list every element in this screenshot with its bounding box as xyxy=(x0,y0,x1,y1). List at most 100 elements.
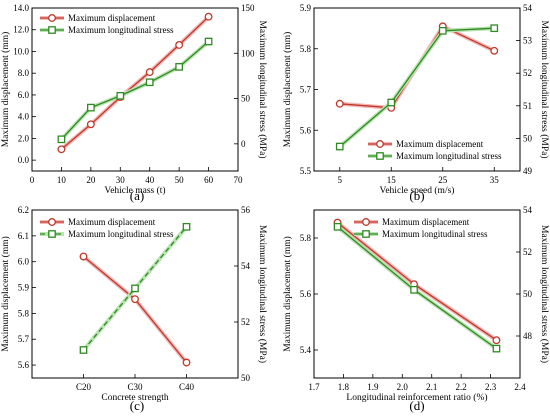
y-left-tick-label: 5.6 xyxy=(300,289,312,299)
y-left-tick-label: 5.9 xyxy=(300,3,312,13)
y-left-tick-label: 6.0 xyxy=(18,90,30,100)
y-left-tick-label: 4.0 xyxy=(18,112,30,122)
y-right-tick-label: 54 xyxy=(241,261,251,271)
stress-point xyxy=(182,222,191,231)
x-axis-title: Longitudinal reinforcement ratio (%) xyxy=(346,392,487,403)
y-left-tick-label: 14.0 xyxy=(13,3,29,13)
x-tick-label: C20 xyxy=(76,382,92,392)
y-right-tick-label: 50 xyxy=(241,373,251,383)
legend: Maximum displacement Maximum longitudinal… xyxy=(40,217,174,239)
x-tick-label: C30 xyxy=(127,382,143,392)
legend-label: Maximum longitudinal stress xyxy=(382,229,488,239)
series-line-glow xyxy=(60,15,210,151)
stress-series xyxy=(79,222,191,354)
x-tick-label: C40 xyxy=(179,382,195,392)
plot-frame xyxy=(31,7,239,172)
y-right-tick-label: 50 xyxy=(523,289,533,299)
y-right-tick-label: 48 xyxy=(523,331,533,341)
legend-label: Maximum longitudinal stress xyxy=(396,151,502,161)
displacement-point xyxy=(335,99,344,108)
y-left-tick-label: 6.2 xyxy=(18,205,29,215)
series-line-glow xyxy=(82,254,189,364)
stress-point xyxy=(57,135,66,144)
x-tick-label: 2.2 xyxy=(456,382,467,392)
y-left-tick-label: 5.9 xyxy=(18,283,30,293)
x-tick-label: 25 xyxy=(438,175,448,185)
y-left-tick-label: 5.6 xyxy=(18,360,30,370)
series-line-glow xyxy=(59,39,210,141)
stress-point xyxy=(204,37,213,46)
stress-point xyxy=(175,63,183,71)
x-axis-title: Vehicle speed (m/s) xyxy=(380,185,455,196)
y-right-tick-label: 150 xyxy=(241,3,255,13)
stress-point xyxy=(87,103,95,112)
legend-circle-marker xyxy=(48,14,56,22)
y-left-tick-label: 5.4 xyxy=(300,345,312,355)
legend-circle-marker xyxy=(48,218,56,226)
legend-label: Maximum longitudinal stress xyxy=(68,25,174,35)
x-tick-label: 30 xyxy=(116,175,126,185)
x-tick-label: 10 xyxy=(57,175,67,185)
displacement-point xyxy=(490,46,499,55)
displacement-series xyxy=(79,252,191,367)
panel-caption: (c) xyxy=(130,398,144,413)
y-right-tick-label: 52 xyxy=(523,68,532,78)
displacement-point xyxy=(175,40,184,49)
legend-label: Maximum longitudinal stress xyxy=(68,229,174,239)
y-left-tick-label: 0.0 xyxy=(18,155,30,165)
y-right-tick-label: 50 xyxy=(241,94,251,104)
displacement-point xyxy=(131,295,139,304)
chart-panel-1: 0 10 20 30 40 50 60 70 0.0 2.0 4.0 6.0 8.0 10.0 12.0 14… xyxy=(0,3,268,203)
x-tick-label: 35 xyxy=(490,175,500,185)
stress-point xyxy=(490,24,499,33)
legend-square-marker xyxy=(48,26,56,34)
x-tick-label: 60 xyxy=(204,175,214,185)
y-right-tick-label: 54 xyxy=(523,3,533,13)
x-tick-label: 1.7 xyxy=(308,382,320,392)
legend: Maximum displacement Maximum longitudinal… xyxy=(40,13,174,35)
stress-point xyxy=(131,284,139,293)
x-axis-title: Concrete strength xyxy=(101,393,169,403)
y-left-tick-label: 5.8 xyxy=(300,44,312,54)
y-right-axis-title: Maximum longitudinal stress (MPa) xyxy=(257,20,268,158)
y-left-tick-label: 6.0 xyxy=(18,257,30,267)
stress-point xyxy=(410,285,418,294)
x-tick-label: 2.1 xyxy=(426,382,437,392)
y-right-tick-label: 53 xyxy=(523,36,533,46)
series-line-glow xyxy=(338,26,495,149)
stress-point xyxy=(387,98,396,107)
y-right-axis-title: Maximum longitudinal stress (MPa) xyxy=(539,225,550,363)
y-left-tick-label: 6.1 xyxy=(18,231,29,241)
stress-point xyxy=(116,91,125,100)
y-right-tick-label: 49 xyxy=(523,166,533,176)
y-right-axis-title: Maximum longitudinal stress (MPa) xyxy=(539,20,550,158)
x-tick-label: 1.9 xyxy=(367,382,379,392)
y-left-tick-label: 5.8 xyxy=(18,308,30,318)
stress-series xyxy=(57,37,213,144)
y-left-tick-label: 8.0 xyxy=(18,68,30,78)
y-right-tick-label: 54 xyxy=(523,205,533,215)
stress-point xyxy=(438,26,447,35)
y-right-tick-label: 56 xyxy=(241,205,251,215)
y-left-tick-label: 5.7 xyxy=(300,85,312,95)
y-right-axis-title: Maximum longitudinal stress (MPa) xyxy=(257,225,268,363)
y-left-axis-title: Maximum displacement (mm) xyxy=(282,32,293,148)
y-right-tick-label: 0 xyxy=(241,139,246,149)
stress-point xyxy=(492,344,501,353)
y-left-tick-label: 5.5 xyxy=(300,166,312,176)
y-left-tick-label: 5.6 xyxy=(300,125,312,135)
stress-point xyxy=(145,78,154,87)
y-right-tick-label: 52 xyxy=(241,317,250,327)
panel-caption: (b) xyxy=(409,188,424,203)
legend-circle-marker xyxy=(362,218,370,226)
x-tick-label: 70 xyxy=(234,175,244,185)
series-line-glow xyxy=(336,221,498,342)
legend-label: Maximum displacement xyxy=(68,13,156,23)
stress-series xyxy=(333,222,501,353)
stress-point xyxy=(333,222,342,231)
legend-square-marker xyxy=(376,152,384,160)
series-line xyxy=(60,16,210,150)
displacement-point xyxy=(204,12,213,21)
chart-panel-3: C20 C30 C40 5.6 5.7 5.8 5.9 6.0 6.1 6.2 50 52 54 56 Co… xyxy=(0,205,268,413)
